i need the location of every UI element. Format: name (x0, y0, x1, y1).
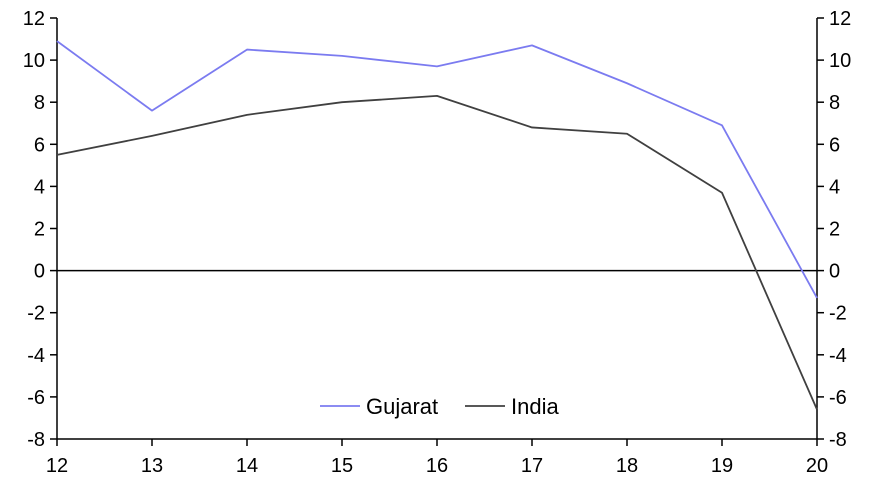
series-lines (56, 40, 818, 410)
x-tick-label: 16 (426, 455, 448, 477)
left-y-tick-label: -6 (27, 387, 45, 409)
x-tick-labels: 12 13 14 15 16 17 18 19 20 (46, 455, 828, 477)
right-y-tick-label: -6 (829, 387, 847, 409)
right-y-tick-label: 10 (829, 50, 851, 72)
x-tick-label: 14 (236, 455, 258, 477)
left-y-tick-label: 2 (34, 219, 45, 241)
left-y-tick-label: -2 (27, 303, 45, 325)
left-y-tick-labels: 12 10 8 6 4 2 0 -2 -4 -6 -8 (23, 8, 45, 451)
left-y-tick-label: 12 (23, 8, 45, 30)
right-y-tick-label: -2 (829, 303, 847, 325)
x-tick-label: 20 (806, 455, 828, 477)
x-tick-label: 18 (616, 455, 638, 477)
left-y-tick-label: 4 (34, 176, 45, 198)
left-y-tick-label: 10 (23, 50, 45, 72)
right-y-tick-labels: 12 10 8 6 4 2 0 -2 -4 -6 -8 (829, 8, 851, 451)
series-line-india (56, 94, 818, 410)
axes (50, 17, 824, 446)
left-y-tick-label: -4 (27, 345, 45, 367)
legend: Gujarat India (320, 394, 559, 419)
right-y-tick-label: 8 (829, 92, 840, 114)
right-y-tick-label: -4 (829, 345, 847, 367)
series-line-gujarat (56, 40, 818, 299)
x-tick-label: 19 (711, 455, 733, 477)
right-y-tick-label: 4 (829, 176, 840, 198)
x-tick-label: 17 (521, 455, 543, 477)
right-y-tick-label: 12 (829, 8, 851, 30)
right-y-tick-label: 6 (829, 134, 840, 156)
left-y-tick-label: 6 (34, 134, 45, 156)
left-y-tick-label: -8 (27, 429, 45, 451)
x-tick-label: 15 (331, 455, 353, 477)
right-y-tick-label: 0 (829, 261, 840, 283)
legend-label-india: India (511, 394, 559, 419)
right-y-tick-label: -8 (829, 429, 847, 451)
right-y-tick-label: 2 (829, 219, 840, 241)
left-y-tick-label: 8 (34, 92, 45, 114)
x-tick-label: 13 (141, 455, 163, 477)
x-tick-label: 12 (46, 455, 68, 477)
legend-label-gujarat: Gujarat (366, 394, 438, 419)
left-y-tick-label: 0 (34, 261, 45, 283)
